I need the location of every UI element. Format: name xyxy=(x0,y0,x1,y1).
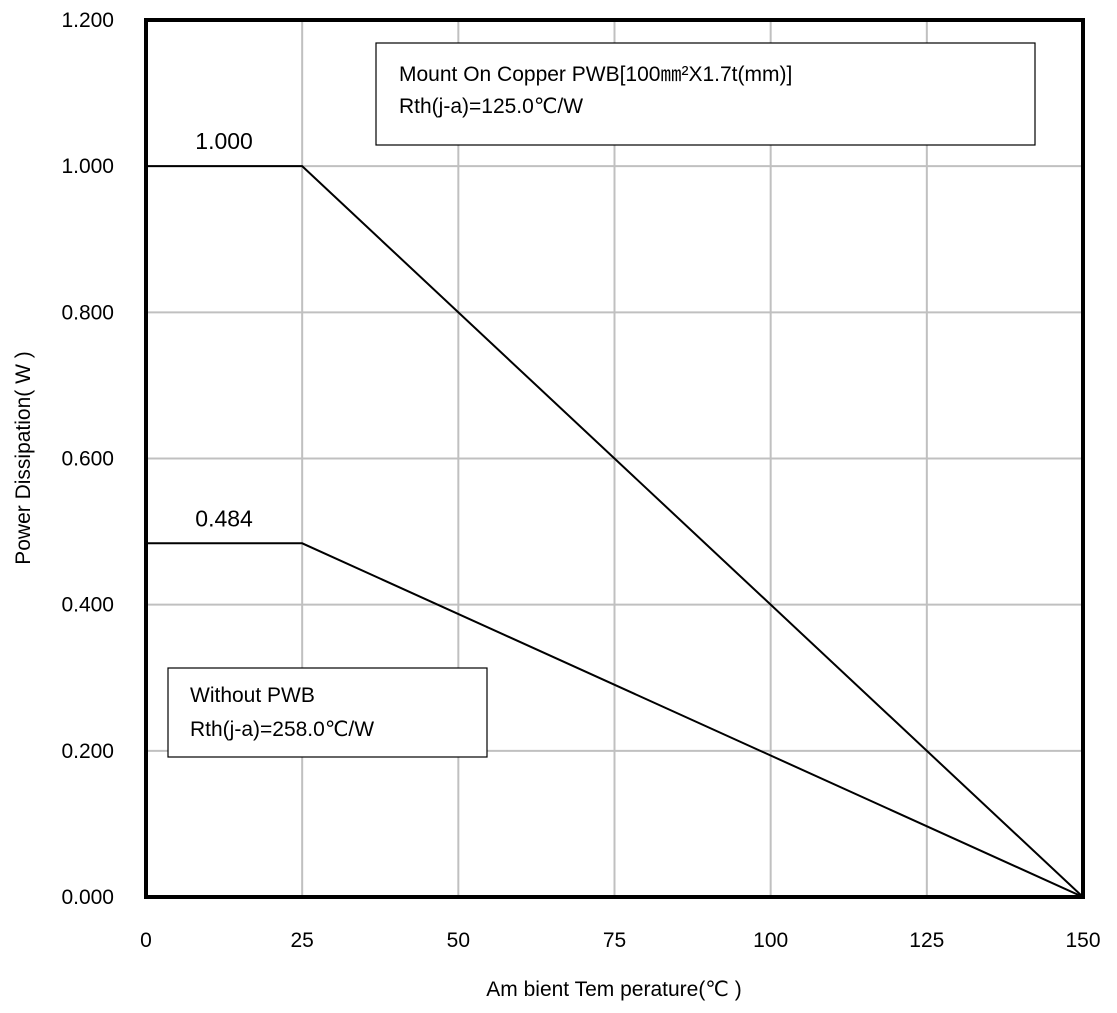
plot-area-frame xyxy=(144,18,1085,899)
series-lines xyxy=(146,165,1084,898)
y-tick-label: 0.000 xyxy=(61,886,114,909)
series-line-1 xyxy=(146,165,1084,898)
y-tick-label: 0.200 xyxy=(61,740,114,763)
without-pwb-note: Without PWB Rth(j-a)=258.0℃/W xyxy=(167,667,488,758)
axis-tick-labels: 0 25 50 75 100 125 150 0.000 0.200 0.400 0.600 0.80… xyxy=(61,9,1100,952)
y-tick-label: 1.200 xyxy=(61,9,114,32)
without-pwb-note-line2: Rth(j-a)=258.0℃/W xyxy=(190,718,374,741)
y-tick-label: 1.000 xyxy=(61,155,114,178)
series-value-label: 1.000 xyxy=(195,128,253,154)
x-tick-label: 75 xyxy=(603,929,626,952)
copper-pwb-note-box xyxy=(375,42,1036,146)
x-tick-label: 100 xyxy=(753,929,788,952)
without-pwb-note-line1: Without PWB xyxy=(190,684,315,707)
copper-pwb-note: Mount On Copper PWB[100㎜²X1.7t(mm)] Rth(… xyxy=(375,42,1036,146)
x-axis-title: Am bient Tem perature(℃ ) xyxy=(486,978,741,1001)
copper-pwb-note-line1: Mount On Copper PWB[100㎜²X1.7t(mm)] xyxy=(399,63,792,86)
y-tick-label: 0.800 xyxy=(61,301,114,324)
data-value-labels: 1.000 0.484 xyxy=(195,128,253,531)
x-tick-label: 25 xyxy=(290,929,313,952)
x-tick-label: 125 xyxy=(909,929,944,952)
without-pwb-note-box xyxy=(167,667,488,758)
series-line-2 xyxy=(146,542,1084,898)
x-tick-label: 150 xyxy=(1065,929,1100,952)
series-value-label: 0.484 xyxy=(195,505,253,531)
y-axis-title: Power Dissipation( W ) xyxy=(12,351,35,565)
y-tick-label: 0.600 xyxy=(61,448,114,471)
x-tick-label: 0 xyxy=(140,929,152,952)
y-tick-label: 0.400 xyxy=(61,594,114,617)
x-tick-label: 50 xyxy=(447,929,470,952)
copper-pwb-note-line2: Rth(j-a)=125.0℃/W xyxy=(399,95,583,118)
